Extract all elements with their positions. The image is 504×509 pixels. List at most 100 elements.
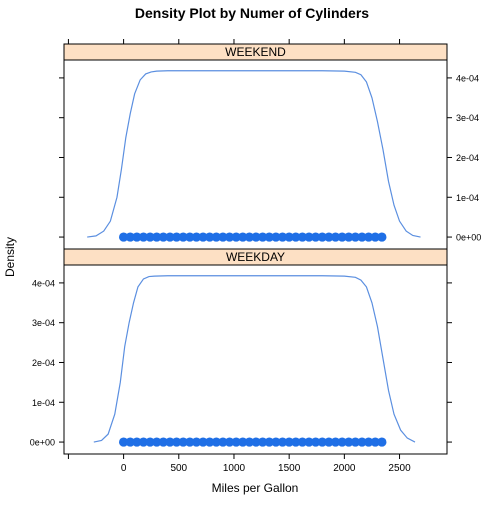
rug-point [152,437,162,447]
rug-point [337,437,347,447]
x-tick-label: 500 [170,463,187,474]
panel-strip-label: WEEKEND [225,45,286,59]
y-tick-label: 1e-04 [456,193,479,203]
rug-point [211,232,221,242]
rug-point [145,437,155,447]
rug-point [370,437,380,447]
rug-point [350,437,360,447]
rug-point [377,232,387,242]
rug-point [178,232,188,242]
rug-point [370,232,380,242]
rug-point [264,437,274,447]
rug-point [138,437,149,447]
rug-point [317,232,327,242]
rug-point [165,437,175,447]
rug-point [198,232,208,242]
x-tick-label: 2500 [388,463,411,474]
rug-point [158,232,168,242]
x-tick-label: 2000 [333,463,356,474]
rug-point [357,437,367,447]
rug-point [205,437,215,447]
rug-point [244,232,255,242]
rug-point [185,437,195,447]
rug-point [119,437,129,447]
y-tick-label: 3e-04 [32,318,55,328]
rug-point [364,232,374,242]
rug-point [284,437,294,447]
rug-point [224,232,235,242]
density-curve [87,70,421,238]
rug-point [330,437,341,447]
y-tick-label: 4e-04 [456,73,479,83]
rug-point [231,232,241,242]
y-tick-label: 2e-04 [32,358,55,368]
rug-point [271,232,281,242]
rug-point [132,232,142,242]
rug-point [251,232,261,242]
rug-point [244,437,255,447]
rug-point [171,232,182,242]
rug-point [205,232,215,242]
rug-point [178,437,188,447]
rug-point [185,232,195,242]
rug-point [350,232,360,242]
rug-point [304,232,314,242]
rug-point [238,437,248,447]
y-tick-label: 0e+00 [30,438,55,448]
rug-point [311,437,321,447]
rug-point [224,437,235,447]
rug-point [277,232,288,242]
rug-point [238,232,248,242]
rug-point [145,232,155,242]
rug-point [364,437,374,447]
rug-point [125,437,135,447]
rug-point [284,232,294,242]
rug-point [297,437,308,447]
x-axis-label: Miles per Gallon [212,481,299,495]
y-axis-label: Density [3,237,17,277]
panel-frame [63,264,448,455]
y-tick-label: 4e-04 [32,278,55,288]
y-tick-label: 0e+00 [456,233,481,243]
rug-point [211,437,221,447]
rug-point [344,232,354,242]
rug-point [291,232,301,242]
rug-point [304,437,314,447]
rug-point [258,232,268,242]
rug-point [251,437,261,447]
panel-strip-label: WEEKDAY [226,250,285,264]
x-tick-label: 1000 [223,463,246,474]
y-tick-label: 3e-04 [456,113,479,123]
rug-point [171,437,182,447]
rug-point [357,232,367,242]
rug-point [324,232,334,242]
rug-point [330,232,341,242]
rug-point [125,232,135,242]
rug-point [297,232,308,242]
rug-point [291,437,301,447]
rug-point [165,232,175,242]
rug-point [344,437,354,447]
rug-point [264,232,274,242]
y-tick-label: 1e-04 [32,398,55,408]
rug-point [158,437,168,447]
panel-frame [63,59,448,250]
plot-layer: 0 500 1000 1500 2000 2500 WEEKEND 0e+00 1e-04 2e-… [30,39,481,474]
rug-point [132,437,142,447]
rug-point [311,232,321,242]
rug-point [191,437,202,447]
rug-point [198,437,208,447]
x-tick-label: 0 [121,463,127,474]
density-curve [93,275,416,443]
rug-point [152,232,162,242]
rug-point [317,437,327,447]
chart-title: Density Plot by Numer of Cylinders [135,5,369,21]
x-tick-label: 1500 [278,463,301,474]
rug-point [231,437,241,447]
rug-point [119,232,129,242]
rug-point [218,437,228,447]
y-tick-label: 2e-04 [456,153,479,163]
rug-point [337,232,347,242]
